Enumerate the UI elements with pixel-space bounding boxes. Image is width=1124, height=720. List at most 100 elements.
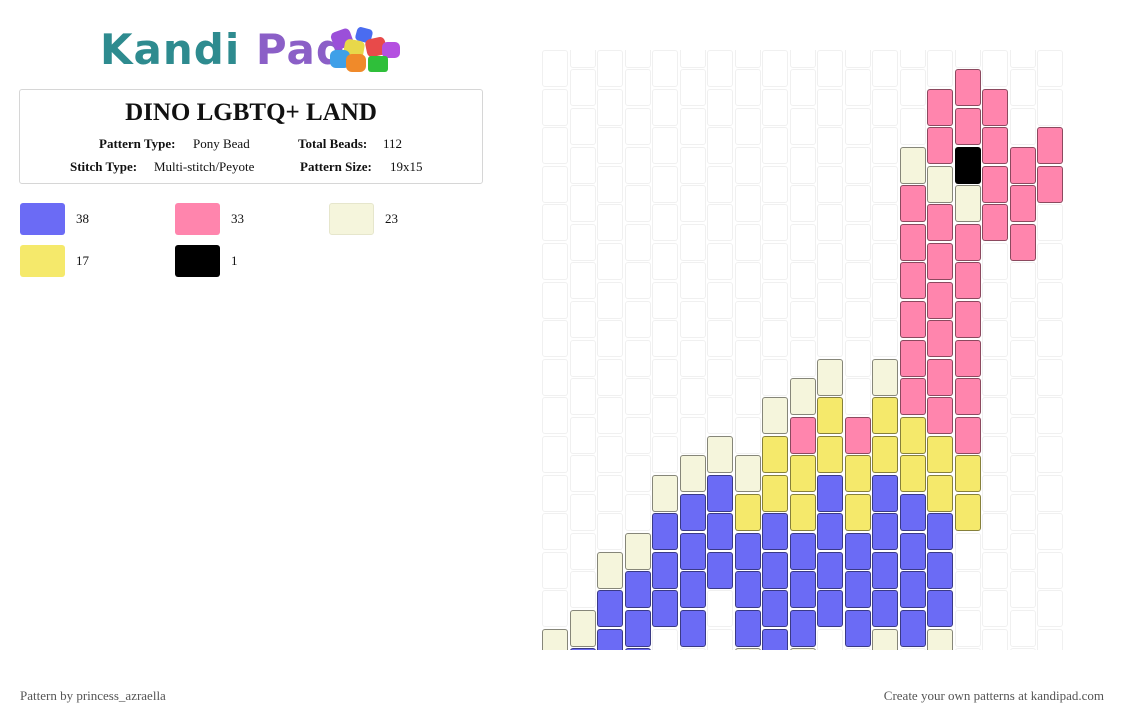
empty-bead — [679, 185, 706, 223]
pattern-type-row: Pattern Type: — [99, 136, 175, 152]
kandi-pad-logo[interactable]: Kandi Pad — [100, 24, 410, 80]
empty-bead — [982, 281, 1008, 319]
blue-bead — [762, 513, 788, 551]
empty-bead — [624, 455, 651, 493]
legend-count: 1 — [231, 253, 238, 268]
empty-bead — [762, 127, 788, 165]
empty-bead — [899, 50, 926, 68]
blue-bead — [789, 571, 816, 609]
empty-bead — [1037, 358, 1063, 396]
empty-bead — [679, 378, 706, 416]
empty-bead — [982, 320, 1008, 358]
empty-bead — [844, 107, 871, 145]
empty-bead — [817, 50, 843, 87]
empty-bead — [707, 590, 733, 628]
pink-bead — [954, 300, 981, 338]
pink-bead — [927, 204, 953, 242]
blue-bead — [789, 609, 816, 647]
cream-bead — [817, 358, 843, 396]
cream-bead — [734, 455, 761, 493]
pink-bead — [1037, 165, 1063, 203]
empty-bead — [597, 165, 623, 203]
empty-bead — [1037, 474, 1063, 512]
blue-bead — [817, 474, 843, 512]
empty-bead — [872, 204, 898, 242]
cream-bead — [954, 185, 981, 223]
empty-bead — [542, 551, 568, 589]
yellow-bead — [872, 436, 898, 473]
cream-bead — [872, 358, 898, 396]
empty-bead — [679, 416, 706, 454]
empty-bead — [789, 262, 816, 300]
pink-bead — [899, 185, 926, 223]
empty-bead — [817, 281, 843, 319]
empty-bead — [1037, 590, 1063, 628]
cream-bead — [597, 551, 623, 589]
yellow-bead — [734, 493, 761, 531]
blue-bead — [624, 648, 651, 650]
yellow-bead — [899, 416, 926, 454]
empty-bead — [597, 243, 623, 280]
empty-bead — [954, 50, 981, 68]
blue-bead — [734, 532, 761, 570]
legend-count: 23 — [385, 211, 398, 226]
pink-bead — [927, 127, 953, 165]
pink-bead — [899, 300, 926, 338]
blue-bead — [734, 571, 761, 609]
empty-bead — [954, 609, 981, 647]
empty-bead — [734, 300, 761, 338]
empty-bead — [652, 204, 678, 242]
pink-bead — [899, 223, 926, 261]
empty-bead — [734, 262, 761, 300]
empty-bead — [597, 513, 623, 551]
blue-bead — [899, 532, 926, 570]
empty-bead — [597, 88, 623, 126]
black-bead — [954, 146, 981, 184]
blue-bead — [597, 590, 623, 628]
pattern-title: DINO LGBTQ+ LAND — [125, 99, 377, 126]
empty-bead — [624, 300, 651, 338]
empty-bead — [569, 107, 596, 145]
empty-bead — [707, 358, 733, 396]
pink-bead — [899, 339, 926, 377]
empty-bead — [624, 107, 651, 145]
blue-bead — [844, 571, 871, 609]
yellow-bead — [762, 474, 788, 512]
empty-bead — [1037, 397, 1063, 435]
empty-bead — [542, 513, 568, 551]
empty-bead — [872, 88, 898, 126]
empty-bead — [542, 320, 568, 358]
pink-bead — [1009, 146, 1036, 184]
empty-bead — [927, 50, 953, 87]
create-patterns-link[interactable]: Create your own patterns at kandipad.com — [883, 688, 1104, 703]
empty-bead — [624, 339, 651, 377]
blue-bead — [707, 474, 733, 512]
blue-bead — [597, 629, 623, 650]
yellow-bead — [899, 455, 926, 493]
empty-bead — [569, 300, 596, 338]
pink-bead — [927, 358, 953, 396]
empty-bead — [652, 629, 678, 650]
empty-bead — [1037, 513, 1063, 551]
empty-bead — [1009, 416, 1036, 454]
pink-bead — [927, 281, 953, 319]
cream-bead — [927, 165, 953, 203]
empty-bead — [844, 185, 871, 223]
empty-bead — [679, 300, 706, 338]
empty-bead — [707, 165, 733, 203]
cream-bead — [652, 474, 678, 512]
legend-count: 38 — [76, 211, 89, 226]
blue-bead — [734, 609, 761, 647]
empty-bead — [1009, 107, 1036, 145]
empty-bead — [1037, 243, 1063, 280]
empty-bead — [707, 243, 733, 280]
empty-bead — [597, 474, 623, 512]
empty-bead — [844, 146, 871, 184]
empty-bead — [569, 146, 596, 184]
empty-bead — [652, 397, 678, 435]
empty-bead — [844, 223, 871, 261]
empty-bead — [569, 339, 596, 377]
blue-bead — [679, 493, 706, 531]
empty-bead — [542, 243, 568, 280]
blue-bead — [762, 629, 788, 650]
